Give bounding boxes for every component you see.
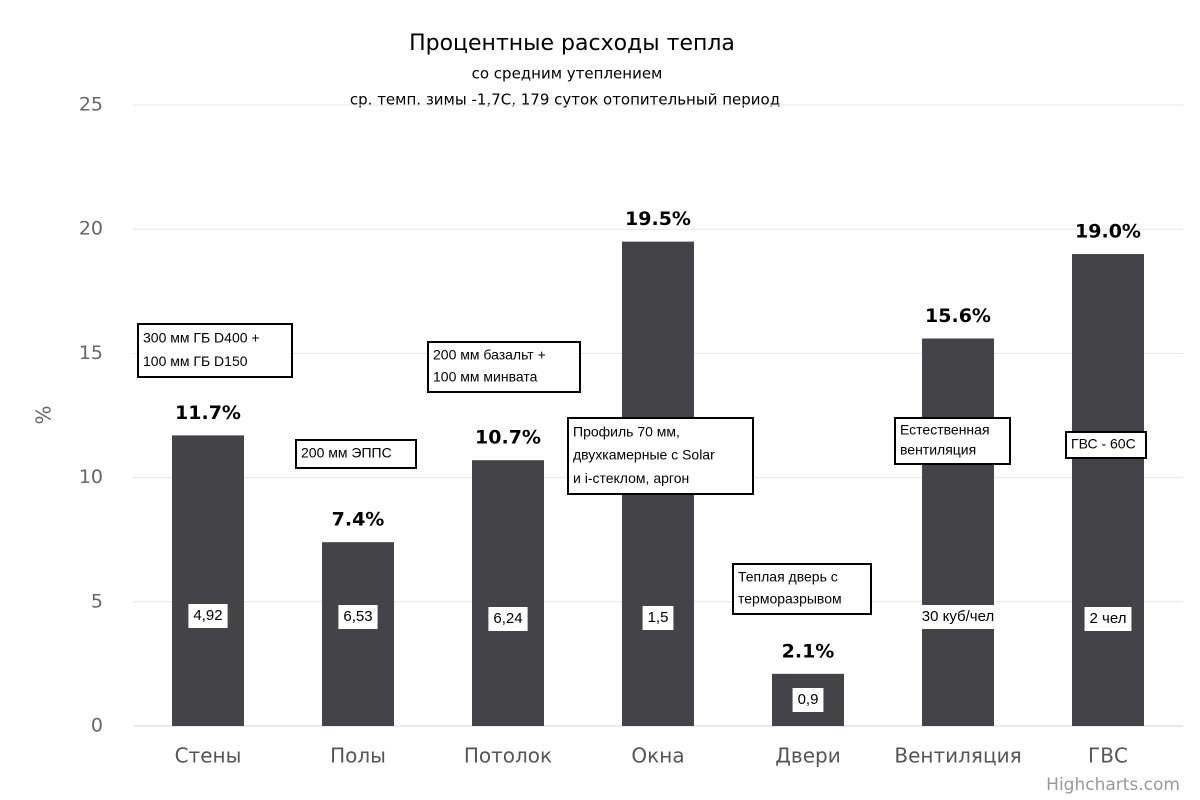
value-label: 19.0% [1075,221,1141,243]
inner-label-box [188,604,228,628]
chart-subtitle: со средним утеплением [472,65,663,83]
inner-label: 6,24 [493,610,522,627]
value-label: 19.5% [625,208,691,230]
y-tick-label: 10 [79,466,103,488]
annotation-text: 300 мм ГБ D400 + [143,329,260,345]
inner-label: 4,92 [193,607,222,624]
inner-label: 30 куб/чел [922,608,994,625]
annotation-text: и i-стеклом, аргон [573,470,689,486]
annotation-text: Профиль 70 мм, [573,423,680,439]
x-tick-label: Полы [330,744,386,768]
annotation-box [567,417,754,495]
annotation-box [732,563,872,615]
value-label: 15.6% [925,305,991,327]
inner-label-box [1084,607,1132,631]
x-tick-label: Стены [175,744,242,768]
annotation-box [894,417,1011,465]
x-tick-label: Вентиляция [894,744,1021,768]
inner-label: 6,53 [343,608,372,625]
chart-title: Процентные расходы тепла [409,31,735,56]
x-tick-label: Двери [775,744,840,768]
inner-label: 1,5 [648,609,669,626]
inner-label-box [792,688,824,712]
annotation-text: вентиляция [900,442,976,458]
inner-label-box [338,605,378,629]
annotation-text: Теплая дверь с [738,569,838,585]
chart-subtitle: ср. темп. зимы -1,7С, 179 суток отопител… [350,91,780,109]
annotation-text: 200 мм базальт + [433,347,546,363]
x-tick-label: Окна [631,744,684,768]
bar [1072,254,1144,727]
bar [472,460,544,726]
annotation-box [427,341,581,393]
annotation-box [1065,431,1147,459]
annotation-text: 200 мм ЭППС [301,445,392,461]
x-tick-label: ГВС [1088,744,1128,768]
annotation-text: ГВС - 60С [1071,436,1136,452]
bar [172,435,244,726]
y-tick-label: 20 [79,218,103,240]
credits: Highcharts.com [1046,775,1180,795]
annotation-text: 100 мм ГБ D150 [143,353,248,369]
annotation-text: терморазрывом [738,591,842,607]
y-tick-label: 5 [91,590,103,612]
y-axis-label: % [32,405,56,424]
inner-label: 0,9 [798,691,819,708]
value-label: 7.4% [332,509,385,531]
annotation-box [295,439,417,469]
value-label: 11.7% [175,402,241,424]
value-label: 10.7% [475,427,541,449]
inner-label-box [642,606,674,630]
y-tick-label: 25 [79,94,103,116]
y-tick-label: 15 [79,342,103,364]
value-label: 2.1% [782,640,835,662]
bar [922,338,994,726]
inner-label: 2 чел [1090,610,1127,627]
bar [322,542,394,726]
inner-label-box [488,607,528,631]
annotation-text: Естественная [900,422,990,438]
inner-label-box [916,605,1000,629]
annotation-text: двухкамерные с Solar [573,447,715,463]
y-tick-label: 0 [91,715,103,737]
x-tick-label: Потолок [464,744,552,768]
annotation-box [137,323,293,378]
annotation-text: 100 мм минвата [433,369,538,385]
